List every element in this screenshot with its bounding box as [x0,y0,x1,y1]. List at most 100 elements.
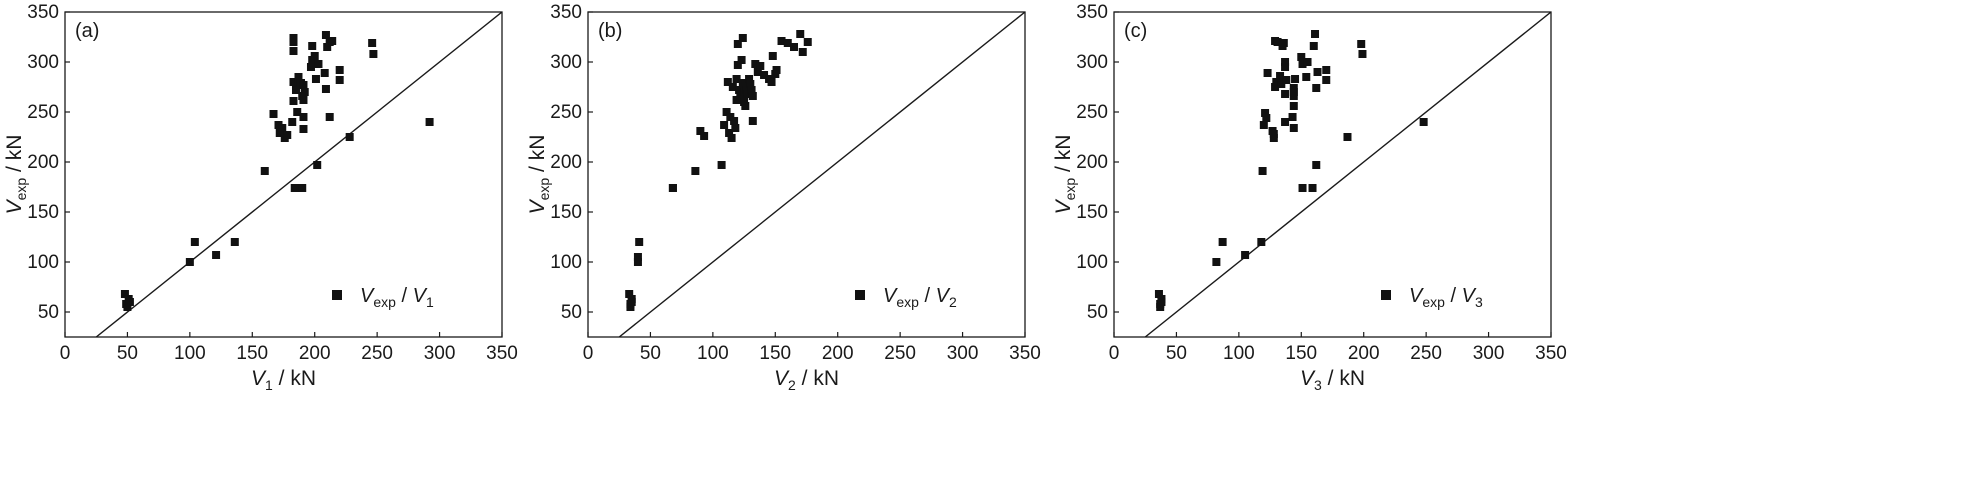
data-point [1289,102,1298,110]
data-point [768,52,777,60]
y-axis-variable: V [1052,198,1075,214]
data-point [1281,90,1290,98]
data-point [311,75,320,83]
data-point [260,167,269,175]
chart-panel-3: 0 50 100 150 200 250 300 3505010015020025030035… [1052,2,1567,393]
data-point [299,81,308,89]
panel-label: (c) [1124,20,1147,42]
x-tick-label: 200 [1348,343,1380,364]
data-point [325,113,334,121]
x-tick-label: 300 [1473,343,1505,364]
data-point [1273,38,1282,46]
data-point [1261,109,1270,117]
y-axis-label: Vexp / kN [3,135,29,215]
data-point [727,134,736,142]
data-point [783,39,792,47]
data-point [741,102,750,110]
x-tick-label: 350 [1535,343,1567,364]
data-point [299,96,308,104]
data-point [796,30,805,38]
y-tick-label: 50 [561,302,582,323]
data-point [306,63,315,71]
data-point [1322,66,1331,74]
data-point [1302,73,1311,81]
y-tick-label: 250 [1076,102,1108,123]
data-point [737,56,746,64]
data-point [700,132,709,140]
data-point [777,37,786,45]
data-point [696,127,705,135]
data-point [760,71,769,79]
data-point [1277,80,1286,88]
data-point [321,85,330,93]
data-point [308,42,317,50]
data-point [720,121,729,129]
legend-variable-2: V [936,285,951,307]
data-point [335,76,344,84]
x-axis-unit: / kN [273,367,316,390]
legend-variable-2: V [413,285,428,307]
data-point [668,184,677,192]
x-tick-label: 100 [697,343,729,364]
data-point [1154,290,1163,298]
data-point [1419,118,1428,126]
y-axis-variable: V [526,198,549,214]
y-axis-subscript: exp [1062,178,1078,201]
data-point [1309,42,1318,50]
data-point [1276,72,1285,80]
data-point [299,125,308,133]
data-point [733,40,742,48]
data-point [725,129,734,137]
y-tick-label: 300 [27,52,59,73]
data-point [1322,76,1331,84]
data-point [723,78,732,86]
data-point [745,75,754,83]
data-point [369,50,378,58]
legend-subscript-2: 3 [1475,294,1483,310]
data-point [321,31,330,39]
data-point [748,92,757,100]
data-point [626,303,635,311]
chart-panel-2: 0 50 100 150 200 250 300 3505010015020025030035… [526,2,1041,393]
data-point [300,88,309,96]
data-point [310,52,319,60]
x-axis-subscript: 1 [265,377,273,393]
y-tick-label: 350 [27,2,59,23]
legend-separator: / [1445,285,1462,307]
data-point [1312,84,1321,92]
data-point [1279,39,1288,47]
data-point [289,34,298,42]
legend-separator: / [919,285,936,307]
data-point [345,133,354,141]
legend-subscript: exp [896,294,919,310]
legend-marker [855,290,865,300]
data-point [1241,251,1250,259]
data-point [746,80,755,88]
data-point [1343,133,1352,141]
data-point [123,303,132,311]
legend-label: Vexp / V3 [1409,285,1483,310]
data-point [290,184,299,192]
x-axis-unit: / kN [796,367,839,390]
x-tick-label: 50 [1166,343,1187,364]
reference-line-y-equals-x [1144,12,1551,337]
data-point [738,34,747,42]
y-tick-label: 350 [550,2,582,23]
data-point [1262,114,1271,122]
data-point [120,290,129,298]
data-point [1257,238,1266,246]
data-point [1281,58,1290,66]
data-point [1312,161,1321,169]
data-point [732,75,741,83]
legend-variable-2: V [1462,285,1477,307]
y-tick-label: 300 [1076,52,1108,73]
data-point [1297,53,1306,61]
data-point [1289,84,1298,92]
legend-separator: / [396,285,413,307]
reference-line-y-equals-x [95,12,502,337]
data-point [738,79,747,87]
data-point [299,113,308,121]
data-point [1271,83,1280,91]
data-point [633,253,642,261]
